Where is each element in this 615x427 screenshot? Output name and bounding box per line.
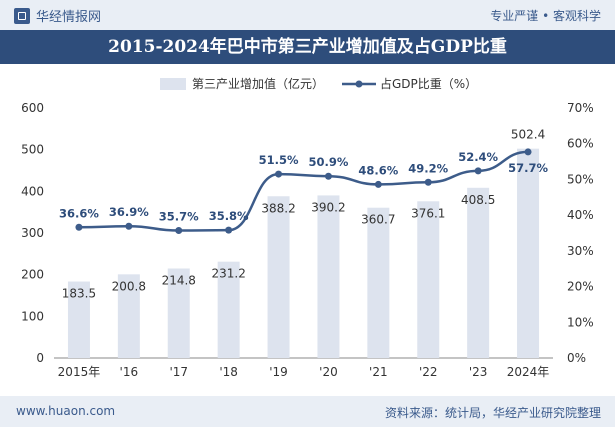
x-tick-label: '23 (469, 365, 488, 379)
title-band: 2015-2024年巴中市第三产业增加值及占GDP比重 (0, 30, 615, 64)
top-band: 华经情报网 专业严谨 • 客观科学 (0, 0, 615, 30)
bar-value-label: 390.2 (311, 200, 345, 214)
x-tick-label: '18 (219, 365, 238, 379)
y-right-tick-label: 20% (567, 280, 594, 294)
bar-value-label: 214.8 (162, 274, 196, 288)
legend-line-label: 占GDP比重（%） (380, 76, 477, 91)
bar (167, 268, 190, 358)
line-marker (524, 148, 532, 156)
line-marker (225, 226, 233, 234)
bar-value-label: 376.1 (411, 206, 445, 220)
x-tick-label: 2015年 (58, 365, 101, 379)
y-right-tick-label: 10% (567, 315, 594, 329)
legend-bar-label: 第三产业增加值（亿元） (192, 76, 324, 91)
bar (117, 274, 140, 358)
line-marker (275, 170, 283, 178)
bar (517, 148, 540, 358)
line-marker (374, 180, 382, 188)
line-value-label: 48.6% (358, 163, 398, 177)
line-value-label: 57.7% (508, 161, 548, 175)
bar (317, 195, 340, 358)
x-tick-label: '20 (319, 365, 338, 379)
x-tick-label: '16 (120, 365, 139, 379)
footer-band: www.huaon.com 资料来源：统计局，华经产业研究院整理 (0, 396, 615, 427)
bar (367, 207, 390, 358)
chart-title: 2015-2024年巴中市第三产业增加值及占GDP比重 (108, 37, 507, 57)
brand-name: 华经情报网 (36, 10, 102, 25)
bar-value-label: 388.2 (261, 201, 295, 215)
y-right-tick-label: 50% (567, 172, 594, 186)
y-left-tick-label: 100 (21, 309, 44, 323)
line-value-label: 35.7% (159, 210, 199, 224)
line-value-label: 50.9% (308, 155, 348, 169)
y-left-tick-label: 200 (21, 268, 44, 282)
y-right-tick-label: 0% (567, 351, 586, 365)
bar (217, 261, 240, 358)
legend-line-marker (355, 80, 363, 88)
bar (267, 196, 290, 358)
y-right-tick-label: 70% (567, 101, 594, 115)
y-left-tick-label: 400 (21, 184, 44, 198)
bar-value-label: 183.5 (62, 287, 96, 301)
y-right-tick-label: 30% (567, 244, 594, 258)
x-tick-label: '21 (369, 365, 388, 379)
y-left-tick-label: 0 (36, 351, 44, 365)
bar-value-label: 360.7 (361, 213, 395, 227)
tagline: 专业严谨 • 客观科学 (490, 9, 601, 23)
brand: 华经情报网 (14, 6, 101, 25)
line-marker (125, 222, 133, 230)
brand-logo-icon (14, 7, 30, 24)
series-line (78, 150, 529, 232)
line-value-label: 52.4% (458, 150, 498, 164)
x-tick-label: 2024年 (507, 365, 550, 379)
line-value-label: 49.2% (408, 161, 448, 175)
y-left-tick-label: 600 (21, 101, 44, 115)
bar-value-label: 408.5 (461, 193, 495, 207)
line-marker (175, 227, 183, 234)
line-value-label: 51.5% (259, 153, 299, 167)
footer-source: 资料来源：统计局，华经产业研究院整理 (384, 406, 601, 420)
legend-bar-swatch (160, 78, 186, 90)
line-marker (75, 223, 83, 231)
x-tick-label: '22 (419, 365, 438, 379)
bar-value-label: 200.8 (112, 279, 146, 293)
line-value-label: 35.8% (209, 209, 249, 223)
line-value-label: 36.9% (109, 205, 149, 219)
bar-value-label: 231.2 (211, 267, 245, 281)
footer-site: www.huaon.com (16, 404, 116, 418)
line-marker (324, 172, 332, 180)
bar (417, 201, 440, 358)
line-marker (424, 178, 432, 186)
chart-plot: 第三产业增加值（亿元） 占GDP比重（%） 0 100 200 300 400 500 600 0… (21, 76, 594, 379)
y-left-tick-label: 500 (21, 143, 44, 157)
x-tick-label: '17 (169, 365, 188, 379)
bar (467, 187, 490, 358)
x-tick-label: '19 (269, 365, 288, 379)
line-marker (474, 167, 482, 175)
y-left-tick-label: 300 (21, 226, 44, 240)
y-right-tick-label: 40% (567, 208, 594, 222)
bar (67, 281, 90, 358)
y-right-tick-label: 60% (567, 137, 594, 151)
line-value-label: 36.6% (59, 206, 99, 220)
bar-value-label: 502.4 (511, 128, 545, 142)
